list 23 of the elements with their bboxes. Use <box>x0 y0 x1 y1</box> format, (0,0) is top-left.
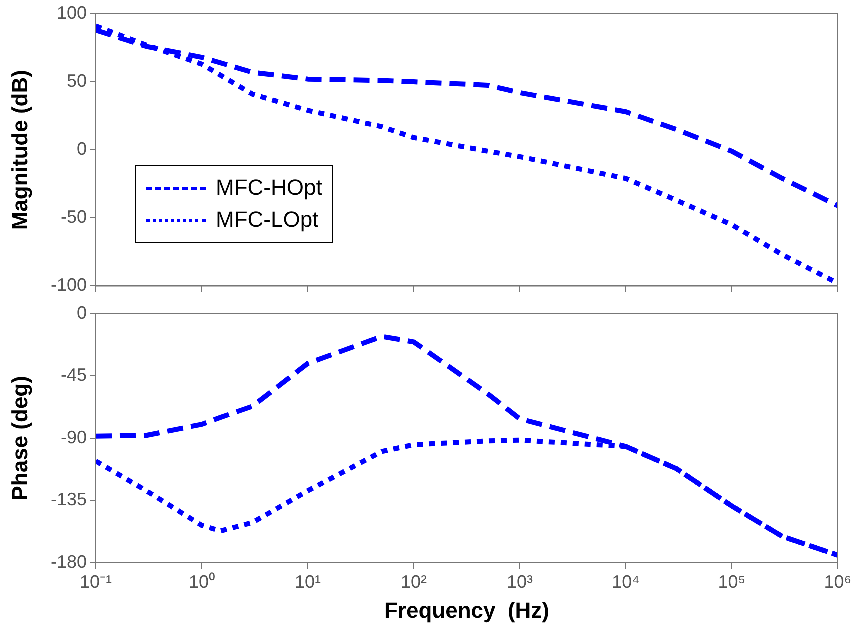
x-tick-label: 10⁰ <box>188 572 216 592</box>
legend-label: MFC-LOpt <box>216 207 319 233</box>
y-tick-label: 0 <box>76 302 87 323</box>
y-tick-label: -135 <box>50 490 87 510</box>
x-tick-label: 10¹ <box>294 572 322 592</box>
x-axis-title: Frequency (Hz) <box>384 598 550 623</box>
y-tick-label: 100 <box>56 2 87 23</box>
x-tick-label: 10⁻¹ <box>80 572 112 592</box>
legend-label: MFC-HOpt <box>216 175 322 201</box>
y-axis-title: Phase (deg) <box>7 376 32 501</box>
y-tick-label: -100 <box>50 275 87 296</box>
x-tick-label: 10² <box>400 572 428 592</box>
x-tick-label: 10⁴ <box>612 572 640 592</box>
x-tick-label: 10⁶ <box>824 572 852 592</box>
x-tick-label: 10⁵ <box>718 572 746 592</box>
y-tick-label: -180 <box>50 552 87 572</box>
y-tick-label: 0 <box>76 139 87 160</box>
y-tick-label: -50 <box>60 207 87 228</box>
y-tick-label: -45 <box>60 365 87 386</box>
y-axis-title: Magnitude (dB) <box>7 70 32 230</box>
y-tick-label: -90 <box>60 427 87 448</box>
y-tick-label: 50 <box>66 71 87 92</box>
x-tick-label: 10³ <box>506 572 534 592</box>
